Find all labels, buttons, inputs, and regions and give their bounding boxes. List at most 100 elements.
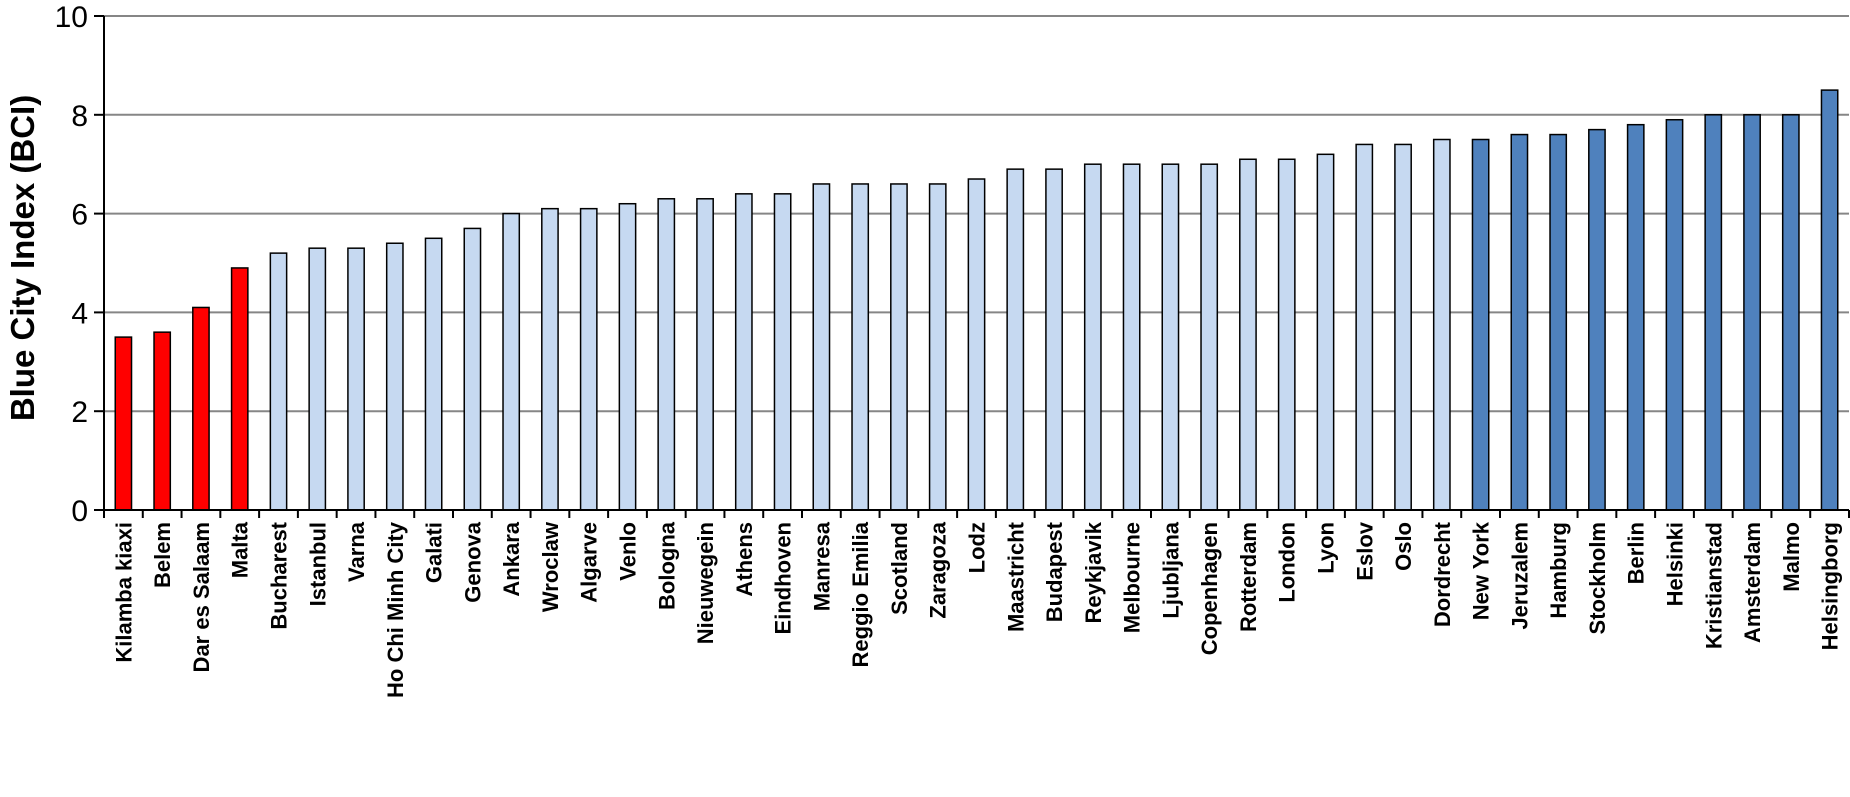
bar bbox=[1200, 163, 1219, 511]
x-category-label: Eindhoven bbox=[771, 522, 796, 634]
bar bbox=[308, 247, 327, 511]
bar bbox=[890, 183, 908, 511]
bar bbox=[773, 193, 792, 511]
x-category-label: Galati bbox=[422, 522, 447, 583]
x-category-label: Copenhagen bbox=[1197, 522, 1222, 655]
bar bbox=[1277, 158, 1296, 511]
bar bbox=[192, 306, 210, 511]
bar bbox=[1549, 133, 1568, 511]
bar bbox=[1665, 118, 1684, 511]
bar bbox=[114, 336, 133, 511]
bar bbox=[579, 207, 598, 511]
x-category-label: Wroclaw bbox=[538, 521, 563, 612]
bar bbox=[1781, 114, 1800, 511]
x-category-label: Manresa bbox=[809, 521, 834, 611]
y-tick-label: 10 bbox=[55, 1, 88, 34]
bar bbox=[1471, 138, 1490, 511]
y-tick-label: 4 bbox=[71, 297, 88, 330]
x-category-label: Hamburg bbox=[1546, 522, 1571, 619]
x-category-label: Dar es Salaam bbox=[189, 522, 214, 672]
x-category-label: Eslov bbox=[1352, 521, 1377, 580]
x-category-label: Ho Chi Minh City bbox=[383, 521, 408, 698]
bar bbox=[424, 237, 443, 511]
x-category-label: Maastricht bbox=[1003, 521, 1028, 632]
y-tick-labels: 0 2 4 6 8 10 bbox=[55, 1, 88, 528]
bar bbox=[1239, 158, 1257, 511]
x-category-label: Dordrecht bbox=[1430, 521, 1455, 627]
bar bbox=[1626, 123, 1645, 511]
bar bbox=[269, 252, 288, 511]
bar bbox=[230, 267, 249, 511]
bar bbox=[1161, 163, 1180, 511]
bar bbox=[657, 198, 676, 511]
x-category-labels: Kilamba kiaxi Belem Dar es Salaam Malta Buch… bbox=[111, 521, 1842, 698]
bar bbox=[696, 198, 714, 511]
x-category-label: Algarve bbox=[577, 522, 602, 603]
x-category-label: Venlo bbox=[616, 522, 641, 581]
bar bbox=[1704, 114, 1723, 511]
x-category-label: Belem bbox=[150, 522, 175, 588]
x-category-label: Kilamba kiaxi bbox=[111, 522, 136, 663]
x-category-label: Malmo bbox=[1779, 522, 1804, 592]
bar bbox=[385, 242, 404, 511]
bar bbox=[851, 183, 870, 511]
y-tick-label: 0 bbox=[71, 495, 88, 528]
bar bbox=[541, 207, 559, 511]
bar bbox=[967, 178, 986, 511]
x-category-label: Varna bbox=[344, 521, 369, 582]
x-category-label: Helsingborg bbox=[1818, 522, 1843, 650]
x-category-label: Lyon bbox=[1314, 522, 1339, 574]
bar bbox=[1122, 163, 1141, 511]
x-category-label: Reykjavik bbox=[1081, 521, 1106, 623]
x-category-label: Amsterdam bbox=[1740, 522, 1765, 643]
bar bbox=[734, 193, 753, 511]
axes bbox=[94, 15, 1850, 518]
x-category-label: Istanbul bbox=[305, 522, 330, 606]
x-category-label: Jeruzalem bbox=[1507, 522, 1532, 630]
x-category-label: Melbourne bbox=[1120, 522, 1145, 633]
bar bbox=[1510, 133, 1529, 511]
bar bbox=[812, 183, 831, 511]
y-tick-label: 8 bbox=[71, 100, 88, 133]
x-category-label: Ljubljana bbox=[1158, 521, 1183, 618]
bar bbox=[347, 247, 365, 511]
x-category-label: Nieuwegein bbox=[693, 522, 718, 644]
bar bbox=[1820, 89, 1839, 511]
bar bbox=[1083, 163, 1102, 511]
bar bbox=[1045, 168, 1063, 511]
x-category-label: Scotland bbox=[887, 522, 912, 615]
x-category-label: Oslo bbox=[1391, 522, 1416, 571]
x-category-label: Rotterdam bbox=[1236, 522, 1261, 632]
bar bbox=[1394, 143, 1412, 511]
x-category-label: Bucharest bbox=[267, 521, 292, 629]
y-tick-label: 6 bbox=[71, 199, 88, 232]
x-category-label: Athens bbox=[732, 522, 757, 597]
x-category-label: Zaragoza bbox=[926, 521, 951, 618]
x-category-label: Reggio Emilia bbox=[848, 521, 873, 667]
x-category-label: Kristianstad bbox=[1701, 522, 1726, 649]
x-category-label: Malta bbox=[228, 521, 253, 578]
x-category-label: Helsinki bbox=[1663, 522, 1688, 606]
x-category-label: Bologna bbox=[654, 521, 679, 610]
bar bbox=[1743, 114, 1761, 511]
bars bbox=[114, 89, 1839, 511]
bar bbox=[153, 331, 172, 511]
bar bbox=[928, 183, 947, 511]
bar bbox=[1432, 138, 1451, 511]
x-category-label: London bbox=[1275, 522, 1300, 603]
x-category-label: Lodz bbox=[965, 522, 990, 573]
x-category-label: Stockholm bbox=[1585, 522, 1610, 634]
bar bbox=[1006, 168, 1025, 511]
x-category-label: New York bbox=[1469, 521, 1494, 620]
bar bbox=[618, 202, 637, 511]
bar bbox=[1316, 153, 1335, 511]
bar bbox=[1588, 128, 1606, 511]
x-category-label: Ankara bbox=[499, 521, 524, 596]
x-category-label: Budapest bbox=[1042, 521, 1067, 622]
x-category-label: Genova bbox=[460, 521, 485, 602]
y-tick-label: 2 bbox=[71, 396, 88, 429]
x-category-label: Berlin bbox=[1624, 522, 1649, 584]
bar bbox=[463, 227, 482, 511]
bar bbox=[1355, 143, 1374, 511]
